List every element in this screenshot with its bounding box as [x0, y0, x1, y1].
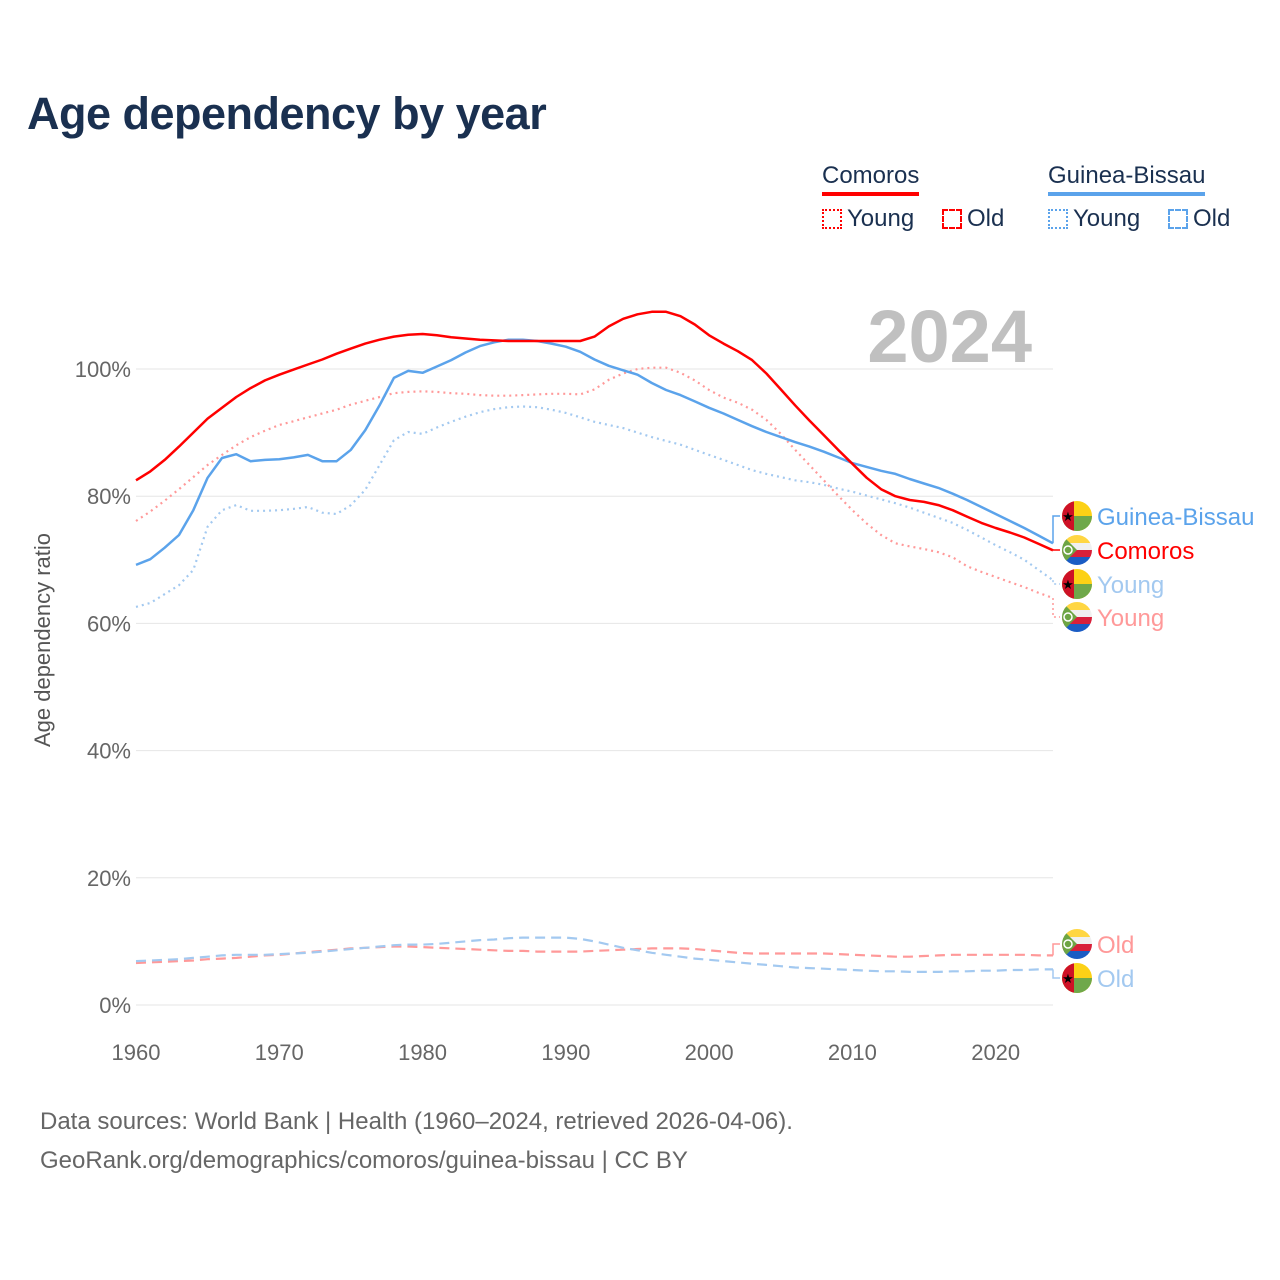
y-tick-label: 80% [87, 484, 131, 509]
x-tick-label: 1970 [255, 1040, 304, 1065]
legend-item-guinea-bissau-young[interactable]: Young [1048, 205, 1140, 233]
flag-triangle [1062, 929, 1077, 959]
series-lines [135, 310, 1054, 974]
series-line-guinea-bissau [135, 338, 1054, 567]
guinea-bissau-flag-icon: ★ [1062, 569, 1092, 599]
flag-blue [1062, 557, 1092, 565]
x-tick-label: 1990 [541, 1040, 590, 1065]
flag-red [1062, 944, 1092, 951]
year-label: 2024 [867, 295, 1032, 378]
flag-yellow [1062, 535, 1092, 543]
y-tick-label: 20% [87, 866, 131, 891]
x-tick-label: 1960 [112, 1040, 161, 1065]
series-line-comoros-young [135, 366, 1054, 600]
crescent-icon [1063, 939, 1073, 949]
flag-body: ★ [1062, 569, 1092, 599]
label-connector [1052, 580, 1060, 585]
x-tick-label: 2010 [828, 1040, 877, 1065]
y-tick-label: 60% [87, 611, 131, 636]
legend-item-comoros-young[interactable]: Young [822, 205, 914, 233]
end-label: Comoros [1097, 538, 1194, 565]
flag-white [1062, 543, 1092, 550]
x-tick-label: 1980 [398, 1040, 447, 1065]
guinea-bissau-flag-icon: ★ [1062, 501, 1092, 531]
label-connector [1052, 597, 1060, 618]
flag-white [1062, 610, 1092, 617]
end-label: Guinea-Bissau [1097, 504, 1254, 531]
flag-body [1062, 602, 1092, 632]
flag-body [1062, 929, 1092, 959]
series-line-guinea-bissau-young [135, 405, 1054, 608]
flag-red [1062, 550, 1092, 557]
star-icon: ★ [1062, 577, 1074, 592]
flag-red [1062, 963, 1074, 993]
series-line-guinea-bissau-old [135, 936, 1053, 974]
y-tick-label: 0% [99, 993, 131, 1018]
chart-title: Age dependency by year [27, 88, 547, 139]
comoros-flag-icon [1062, 929, 1092, 959]
y-tick-label: 100% [75, 357, 131, 382]
label-connector [1052, 969, 1060, 979]
end-label: Young [1097, 572, 1164, 599]
y-tick-label: 40% [87, 739, 131, 764]
grid: 0% 20% 40% 60% 80% 100% 1960 1970 1980 1990 2000 20… [75, 357, 1053, 1065]
label-connector [1052, 943, 1060, 956]
flag-yellow [1062, 602, 1092, 610]
star-icon: ★ [1062, 971, 1074, 986]
legend-country-guinea-bissau[interactable]: Guinea-Bissau [1048, 162, 1206, 196]
y-axis-label: Age dependency ratio [30, 533, 55, 747]
flag-triangle [1062, 535, 1077, 565]
legend-label: Old [967, 205, 1005, 232]
flag-body: ★ [1062, 501, 1092, 531]
legend-swatch-dotted [1048, 209, 1068, 229]
legend-swatch-dashed [942, 209, 962, 229]
legend-swatch-dotted [822, 209, 842, 229]
flag-body: ★ [1062, 963, 1092, 993]
comoros-flag-icon [1062, 535, 1092, 565]
legend-item-comoros-old[interactable]: Old [942, 205, 1004, 233]
label-connector [1052, 515, 1060, 544]
legend-label: Young [1073, 205, 1141, 232]
legend-item-guinea-bissau-old[interactable]: Old [1168, 205, 1230, 233]
flag-yellow [1062, 929, 1092, 937]
legend-country-comoros[interactable]: Comoros [822, 162, 920, 196]
legend-label: Old [1193, 205, 1231, 232]
flag-red [1062, 569, 1074, 599]
end-label: Young [1097, 605, 1164, 632]
flag-body [1062, 535, 1092, 565]
flag-blue [1062, 951, 1092, 959]
flag-red [1062, 617, 1092, 624]
end-label: Old [1097, 966, 1134, 993]
flag-triangle [1062, 602, 1077, 632]
guinea-bissau-flag-icon: ★ [1062, 963, 1092, 993]
crescent-icon [1063, 545, 1073, 555]
flag-white [1062, 937, 1092, 944]
flag-blue [1062, 624, 1092, 632]
comoros-flag-icon [1062, 602, 1092, 632]
crescent-icon [1063, 612, 1073, 622]
x-tick-label: 2020 [971, 1040, 1020, 1065]
series-line-comoros [135, 310, 1054, 552]
x-tick-label: 2000 [685, 1040, 734, 1065]
end-label: Old [1097, 932, 1134, 959]
footer-link[interactable]: GeoRank.org/demographics/comoros/guinea-… [40, 1147, 688, 1174]
star-icon: ★ [1062, 509, 1074, 524]
footer-sources: Data sources: World Bank | Health (1960–… [40, 1108, 793, 1135]
flag-red [1062, 501, 1074, 531]
legend-swatch-dashed [1168, 209, 1188, 229]
end-labels: Comoros Young Old ★ Guinea-Bissau ★ Young ★ Old [1052, 501, 1254, 993]
legend-label: Young [847, 205, 915, 232]
